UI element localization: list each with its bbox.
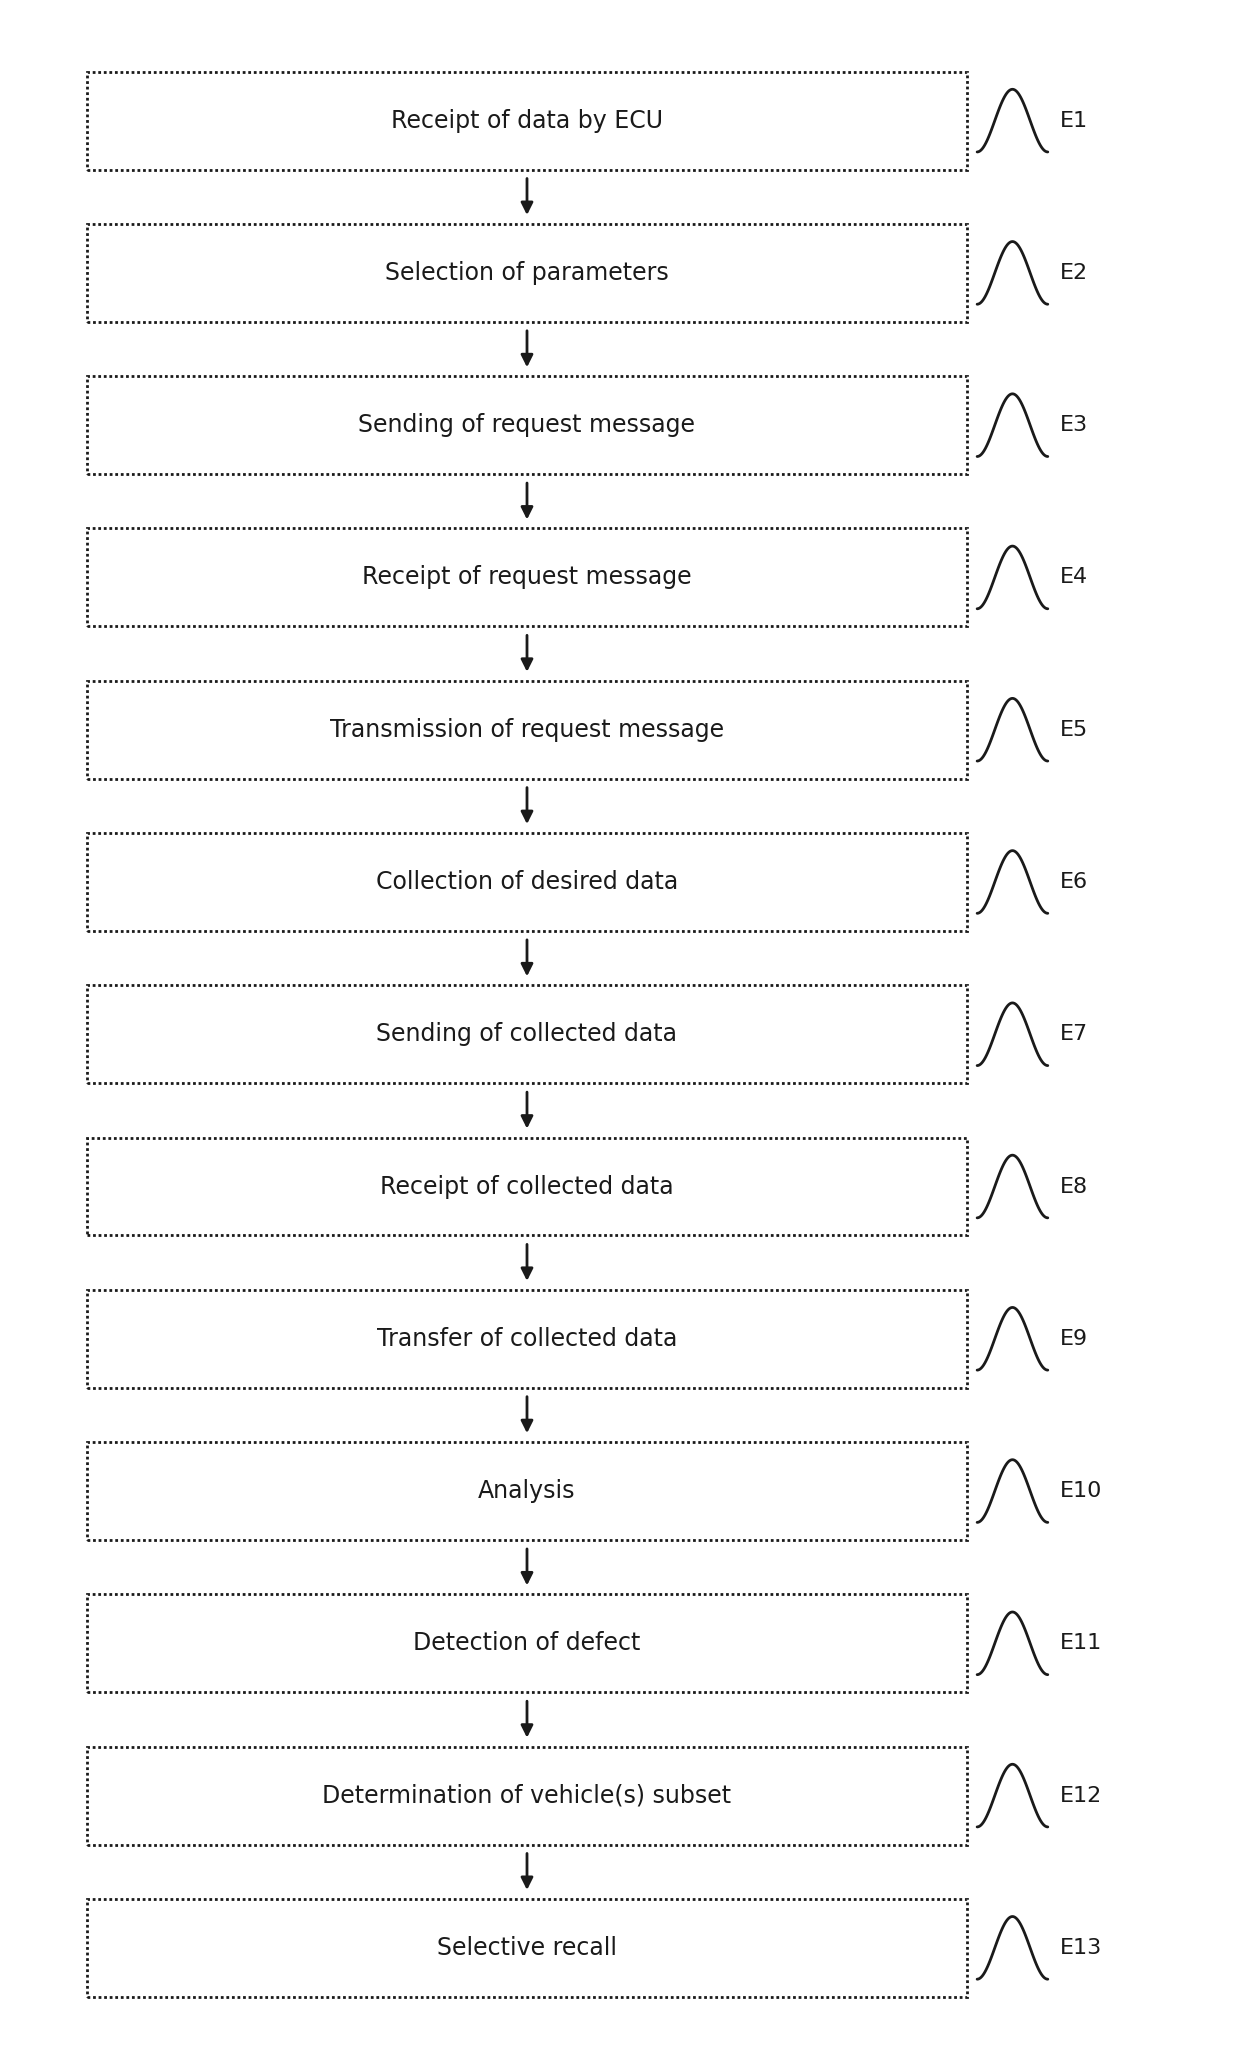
FancyBboxPatch shape bbox=[87, 528, 967, 627]
Text: E8: E8 bbox=[1060, 1176, 1089, 1196]
Text: E1: E1 bbox=[1060, 111, 1089, 131]
FancyBboxPatch shape bbox=[87, 1290, 967, 1389]
Text: Determination of vehicle(s) subset: Determination of vehicle(s) subset bbox=[322, 1784, 732, 1808]
Text: E5: E5 bbox=[1060, 719, 1089, 739]
Text: Receipt of data by ECU: Receipt of data by ECU bbox=[391, 109, 663, 133]
FancyBboxPatch shape bbox=[87, 1595, 967, 1692]
FancyBboxPatch shape bbox=[87, 1898, 967, 1997]
FancyBboxPatch shape bbox=[87, 1137, 967, 1235]
Text: E7: E7 bbox=[1060, 1024, 1089, 1044]
Text: Receipt of collected data: Receipt of collected data bbox=[381, 1174, 673, 1198]
Text: Detection of defect: Detection of defect bbox=[413, 1632, 641, 1655]
Text: Sending of request message: Sending of request message bbox=[358, 414, 696, 436]
FancyBboxPatch shape bbox=[87, 223, 967, 322]
Text: E4: E4 bbox=[1060, 567, 1089, 588]
Text: Collection of desired data: Collection of desired data bbox=[376, 870, 678, 895]
Text: Sending of collected data: Sending of collected data bbox=[377, 1022, 677, 1047]
Text: E6: E6 bbox=[1060, 872, 1089, 893]
FancyBboxPatch shape bbox=[87, 377, 967, 473]
Text: Selective recall: Selective recall bbox=[436, 1935, 618, 1960]
Text: E13: E13 bbox=[1060, 1937, 1102, 1958]
Text: Analysis: Analysis bbox=[479, 1479, 575, 1503]
Text: Selection of parameters: Selection of parameters bbox=[386, 260, 668, 285]
FancyBboxPatch shape bbox=[87, 1747, 967, 1845]
Text: E9: E9 bbox=[1060, 1329, 1089, 1350]
Text: E11: E11 bbox=[1060, 1634, 1102, 1653]
Text: E2: E2 bbox=[1060, 262, 1089, 283]
Text: E10: E10 bbox=[1060, 1481, 1102, 1501]
Text: Transfer of collected data: Transfer of collected data bbox=[377, 1327, 677, 1352]
Text: E12: E12 bbox=[1060, 1786, 1102, 1806]
FancyBboxPatch shape bbox=[87, 985, 967, 1083]
FancyBboxPatch shape bbox=[87, 680, 967, 778]
FancyBboxPatch shape bbox=[87, 834, 967, 932]
Text: Transmission of request message: Transmission of request message bbox=[330, 717, 724, 741]
Text: E3: E3 bbox=[1060, 416, 1089, 434]
FancyBboxPatch shape bbox=[87, 1442, 967, 1540]
FancyBboxPatch shape bbox=[87, 72, 967, 170]
Text: Receipt of request message: Receipt of request message bbox=[362, 565, 692, 590]
